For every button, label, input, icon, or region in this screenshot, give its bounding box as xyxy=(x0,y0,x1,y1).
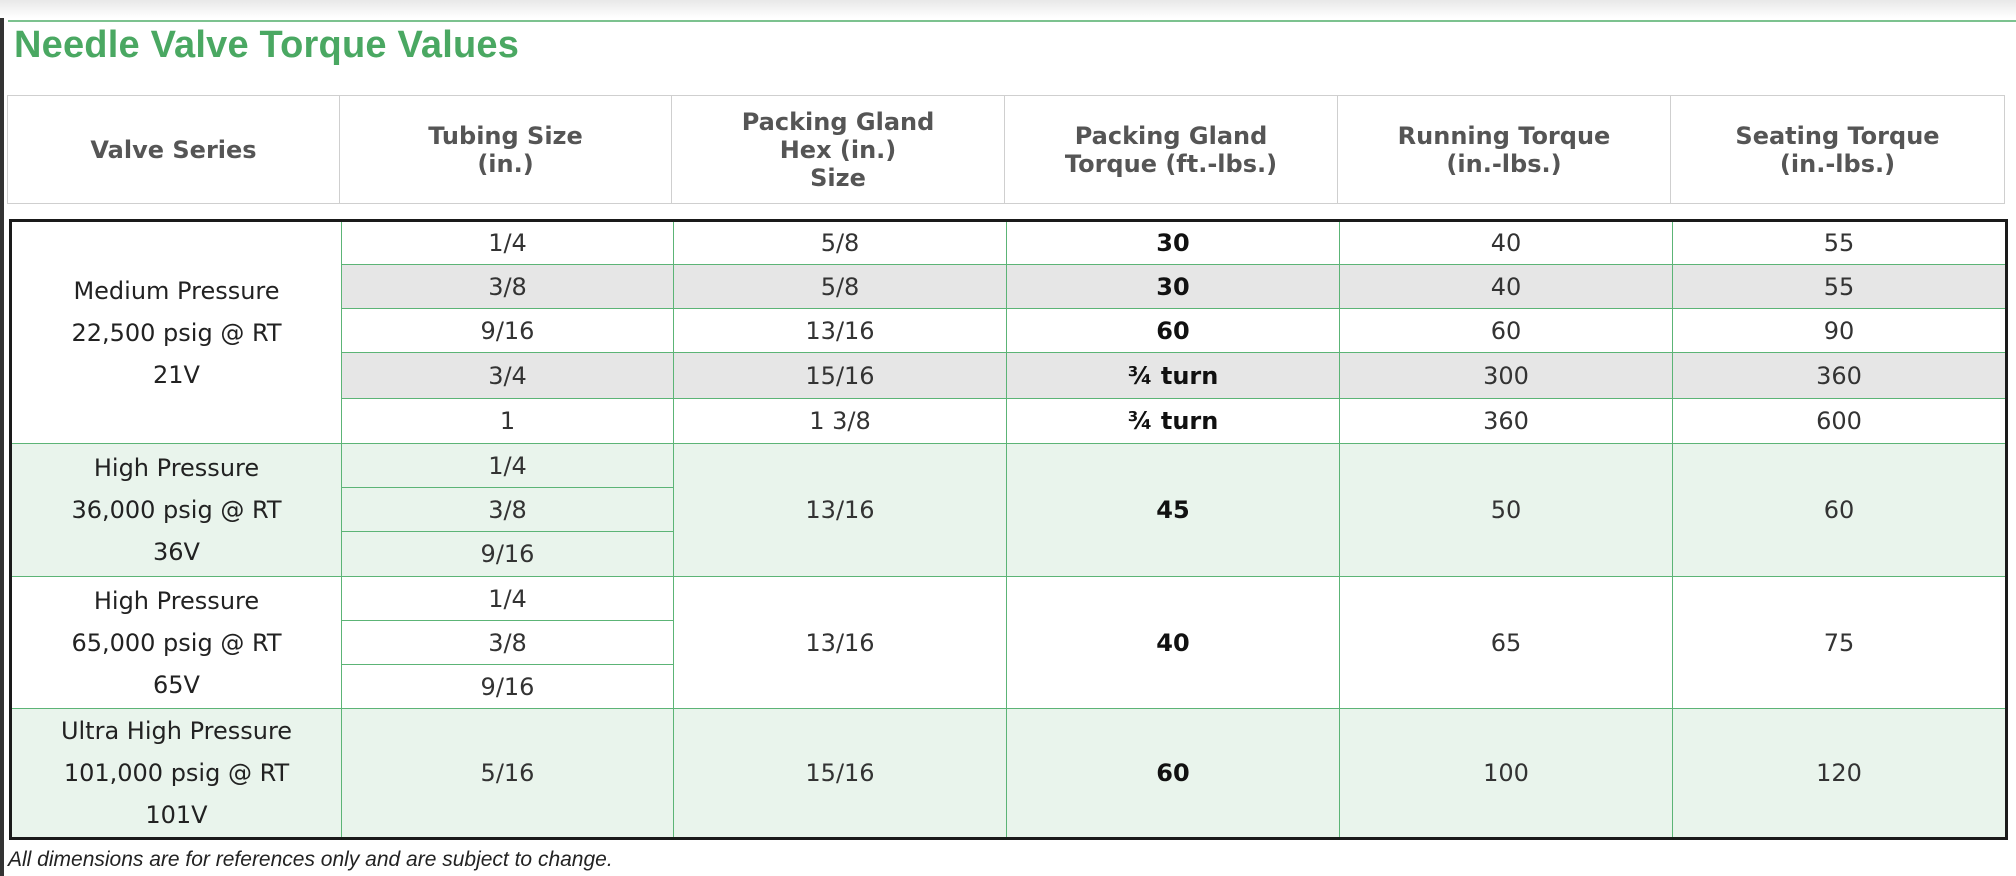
header-line: Valve Series xyxy=(90,135,257,164)
gland-torque-cell: 40 xyxy=(1006,576,1340,709)
series-line: High Pressure xyxy=(93,454,260,482)
running-torque-cell: 100 xyxy=(1339,708,1673,839)
header-tubing-size: Tubing Size (in.) xyxy=(339,95,672,204)
tubing-size-cell: 1/4 xyxy=(341,220,674,265)
header-seating-torque: Seating Torque (in.-lbs.) xyxy=(1670,95,2005,204)
top-shadow xyxy=(0,0,2016,18)
gland-torque-cell: ¾ turn xyxy=(1006,352,1340,399)
table-row: 3/8 5/8 30 40 55 xyxy=(11,264,2007,309)
series-line: 65V xyxy=(153,670,200,699)
header-line: (in.-lbs.) xyxy=(1779,149,1896,178)
seating-torque-cell: 90 xyxy=(1672,308,2007,353)
header-packing-gland-hex: Packing Gland Hex (in.) Size xyxy=(671,95,1005,204)
seating-torque-cell: 75 xyxy=(1672,576,2007,709)
valve-series-cell: High Pressure 65,000 psig @ RT 65V xyxy=(10,576,342,709)
table-row: High Pressure 65,000 psig @ RT 65V 1/4 1… xyxy=(10,576,2007,709)
seating-torque-cell: 55 xyxy=(1672,264,2007,309)
header-line: (in.-lbs.) xyxy=(1446,149,1562,178)
tubing-size-cell: 5/16 xyxy=(341,708,674,839)
hex-size-cell: 13/16 xyxy=(673,443,1007,577)
valve-series-cell: Medium Pressure 22,500 psig @ RT 21V xyxy=(10,220,342,444)
series-line: High Pressure xyxy=(93,586,260,615)
header-valve-series: Valve Series xyxy=(7,95,340,204)
gland-torque-cell: 30 xyxy=(1006,220,1340,265)
valve-series-cell: High Pressure 36,000 psig @ RT 36V xyxy=(10,443,342,577)
tubing-size-cell: 9/16 xyxy=(341,664,674,709)
gland-torque-cell: ¾ turn xyxy=(1006,398,1340,444)
gland-torque-cell: 30 xyxy=(1006,264,1340,309)
tubing-size-cell: 1 xyxy=(341,398,674,444)
series-line: Medium Pressure xyxy=(73,276,280,305)
hex-size-cell: 13/16 xyxy=(673,308,1007,353)
series-line: 101,000 psig @ RT xyxy=(63,759,290,787)
tubing-size-cell: 3/8 xyxy=(341,264,674,309)
tubing-size-cell: 9/16 xyxy=(341,531,674,577)
header-line: Packing Gland xyxy=(741,107,935,136)
series-line: Ultra High Pressure xyxy=(60,717,293,745)
seating-torque-cell: 120 xyxy=(1672,708,2007,839)
hex-size-cell: 5/8 xyxy=(673,220,1007,265)
table-row: High Pressure 36,000 psig @ RT 36V 1/4 1… xyxy=(10,443,2007,577)
series-line: 36,000 psig @ RT xyxy=(71,496,282,524)
seating-torque-cell: 55 xyxy=(1672,220,2007,265)
table-row: 3/8 xyxy=(11,487,2007,532)
gland-torque-cell: 45 xyxy=(1006,443,1340,577)
header-row: Valve Series Tubing Size (in.) Packing G… xyxy=(7,95,2005,204)
tubing-size-cell: 3/8 xyxy=(341,620,674,665)
running-torque-cell: 50 xyxy=(1339,443,1673,577)
running-torque-cell: 60 xyxy=(1339,308,1673,353)
title-rule xyxy=(8,20,2016,22)
series-line: 65,000 psig @ RT xyxy=(71,628,282,657)
series-line: 22,500 psig @ RT xyxy=(71,318,282,347)
table-row: Medium Pressure 22,500 psig @ RT 21V 1/4… xyxy=(10,220,2007,444)
header-line: Hex (in.) xyxy=(779,135,897,164)
valve-series-cell: Ultra High Pressure 101,000 psig @ RT 10… xyxy=(10,708,342,839)
hex-size-cell: 15/16 xyxy=(673,352,1007,399)
tubing-size-cell: 1/4 xyxy=(341,443,674,488)
header-line: Seating Torque xyxy=(1735,121,1940,150)
gland-torque-cell: 60 xyxy=(1006,308,1340,353)
running-torque-cell: 40 xyxy=(1339,220,1673,265)
hex-size-cell: 1 3/8 xyxy=(673,398,1007,444)
header-packing-gland-torque: Packing Gland Torque (ft.-lbs.) xyxy=(1004,95,1338,204)
footnote: All dimensions are for references only a… xyxy=(8,848,613,871)
header-line: Size xyxy=(810,163,866,192)
tubing-size-cell: 3/4 xyxy=(341,352,674,399)
seating-torque-cell: 360 xyxy=(1672,352,2007,399)
tubing-size-cell: 3/8 xyxy=(341,487,674,532)
series-line: 36V xyxy=(153,538,200,566)
header-line: Running Torque xyxy=(1397,121,1611,150)
header-running-torque: Running Torque (in.-lbs.) xyxy=(1337,95,1671,204)
running-torque-cell: 300 xyxy=(1339,352,1673,399)
header-table: Valve Series Tubing Size (in.) Packing G… xyxy=(7,95,2005,204)
table-row: 1 1 3/8 ¾ turn 360 600 xyxy=(11,398,2007,444)
torque-table: Medium Pressure 22,500 psig @ RT 21V 1/4… xyxy=(9,219,2008,840)
running-torque-cell: 40 xyxy=(1339,264,1673,309)
page-title: Needle Valve Torque Values xyxy=(14,24,520,66)
table-row: 3/4 15/16 ¾ turn 300 360 xyxy=(11,352,2007,399)
seating-torque-cell: 60 xyxy=(1672,443,2007,577)
running-torque-cell: 65 xyxy=(1339,576,1673,709)
header-line: Torque (ft.-lbs.) xyxy=(1064,149,1278,178)
header-line: Tubing Size xyxy=(428,121,583,150)
series-line: 21V xyxy=(153,360,200,389)
header-line: Packing Gland xyxy=(1074,121,1268,150)
hex-size-cell: 13/16 xyxy=(673,576,1007,709)
tubing-size-cell: 1/4 xyxy=(341,576,674,621)
hex-size-cell: 15/16 xyxy=(673,708,1007,839)
series-line: 101V xyxy=(145,801,208,829)
header-line: (in.) xyxy=(477,149,534,178)
hex-size-cell: 5/8 xyxy=(673,264,1007,309)
seating-torque-cell: 600 xyxy=(1672,398,2007,444)
running-torque-cell: 360 xyxy=(1339,398,1673,444)
table-row: Ultra High Pressure 101,000 psig @ RT 10… xyxy=(10,708,2007,839)
gland-torque-cell: 60 xyxy=(1006,708,1340,839)
tubing-size-cell: 9/16 xyxy=(341,308,674,353)
